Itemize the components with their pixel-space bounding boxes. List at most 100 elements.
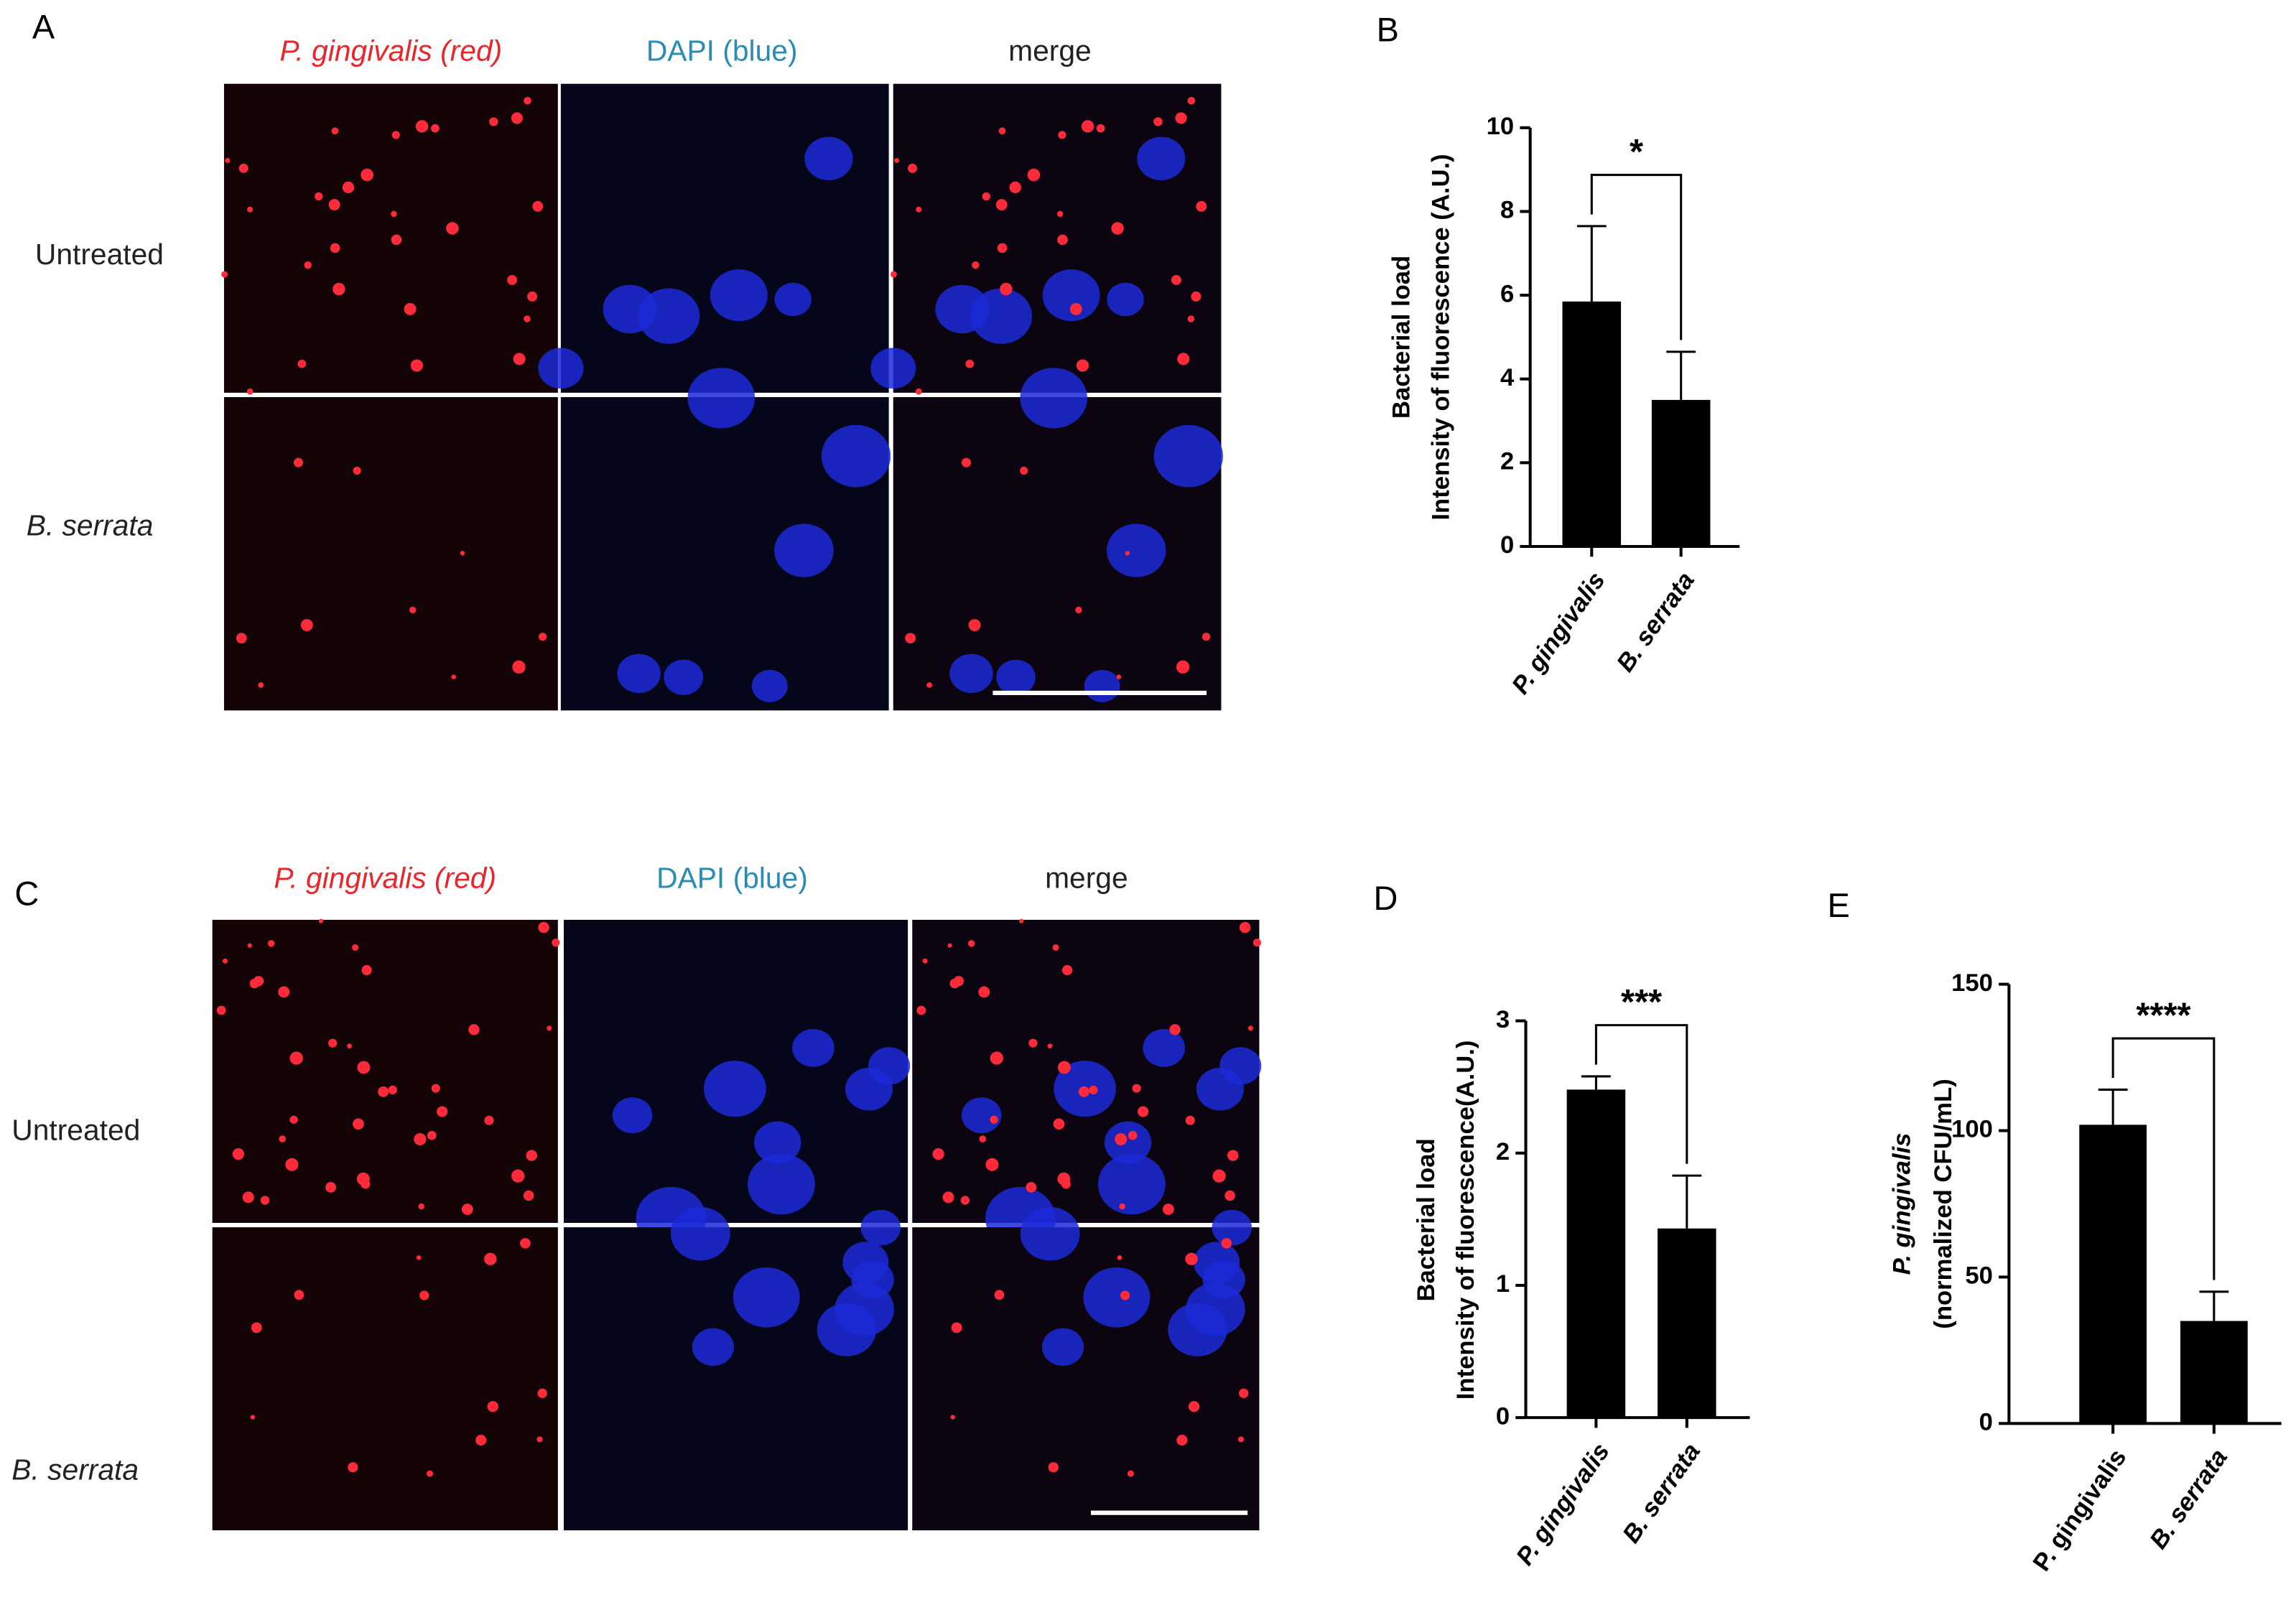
bacteria: [1132, 1084, 1141, 1093]
y-tick-label: 1: [1496, 1270, 1510, 1298]
bacteria: [1081, 120, 1094, 133]
significance-bracket: [1590, 174, 1683, 340]
bacteria: [1169, 1024, 1181, 1035]
nucleus: [748, 1153, 815, 1215]
bacteria: [1076, 359, 1089, 372]
bacteria: [1127, 1470, 1134, 1477]
bacteria: [511, 1169, 525, 1183]
bacteria: [487, 1401, 498, 1412]
nucleus: [1104, 1121, 1152, 1164]
nucleus: [1097, 1153, 1166, 1215]
nucleus: [617, 653, 661, 694]
bacteria: [1020, 466, 1028, 475]
nucleus: [1137, 136, 1186, 181]
column-header: merge: [1045, 862, 1128, 895]
bacteria: [279, 1135, 287, 1142]
bacteria: [1128, 1130, 1138, 1140]
bacteria: [410, 359, 423, 372]
bacteria: [446, 222, 459, 235]
bacteria: [1202, 633, 1211, 641]
bacteria: [1053, 1118, 1065, 1130]
micrograph: [563, 1206, 908, 1531]
bacteria: [916, 1005, 926, 1015]
nucleus: [1153, 424, 1223, 488]
row-label: B. serrata: [11, 1453, 139, 1486]
bacteria: [416, 1255, 422, 1260]
nucleus: [870, 348, 916, 389]
nucleus: [733, 1267, 800, 1328]
bacteria: [236, 633, 247, 644]
bacteria: [238, 163, 248, 173]
x-tick-label: B. serrata: [1617, 1438, 1706, 1548]
bacteria: [258, 682, 264, 688]
micrograph-bg: [223, 397, 558, 711]
bacteria: [1047, 1043, 1053, 1049]
bacteria: [1153, 117, 1163, 126]
row-label: Untreated: [11, 1113, 140, 1146]
nucleus: [1107, 282, 1144, 317]
y-tick-label: 0: [1500, 531, 1514, 559]
bacteria: [972, 261, 980, 269]
bacteria: [1239, 1388, 1249, 1398]
bacteria: [353, 1118, 364, 1130]
bacteria: [232, 1148, 244, 1160]
bacteria: [304, 261, 312, 269]
micrograph: [870, 83, 1222, 395]
bacteria: [451, 674, 457, 679]
bacteria: [251, 1322, 262, 1333]
bacteria: [315, 192, 323, 201]
nucleus: [1020, 368, 1087, 429]
bacteria: [247, 206, 254, 213]
bacteria: [1061, 964, 1073, 976]
bacteria: [950, 1415, 955, 1420]
bacteria: [536, 1436, 543, 1443]
column-header: P. gingivalis (red): [280, 34, 503, 68]
bacteria: [932, 1148, 944, 1160]
bacteria: [893, 157, 900, 164]
bacteria: [289, 1115, 298, 1124]
nucleus: [996, 659, 1036, 695]
panel-letter: A: [32, 9, 55, 46]
bar: [2180, 1321, 2248, 1424]
bacteria: [1237, 1436, 1245, 1443]
bacteria: [431, 124, 440, 133]
bacteria: [1052, 944, 1059, 951]
significance-bracket: [2111, 1037, 2216, 1280]
nucleus: [817, 1303, 877, 1356]
bacteria: [1196, 200, 1207, 212]
bacteria: [378, 1086, 389, 1097]
micrograph: [912, 1206, 1260, 1531]
bacteria: [968, 619, 981, 631]
bacteria: [246, 388, 254, 395]
nucleus: [1202, 1260, 1245, 1299]
nucleus: [792, 1028, 835, 1067]
micrograph: [563, 919, 911, 1250]
micrograph-bg: [223, 83, 558, 393]
nucleus: [1168, 1303, 1227, 1356]
y-tick-label: 2: [1496, 1138, 1510, 1165]
bacteria: [388, 1085, 397, 1095]
bacteria: [484, 1252, 497, 1265]
bacteria: [409, 606, 417, 614]
bacteria: [1116, 674, 1122, 679]
bacteria: [1009, 181, 1021, 194]
y-tick-label: 3: [1496, 1006, 1510, 1033]
bacteria: [1221, 1238, 1232, 1249]
significance-label: *: [1630, 133, 1643, 172]
bacteria: [1177, 353, 1190, 366]
bacteria: [1089, 1085, 1098, 1095]
column-header: DAPI (blue): [656, 862, 808, 895]
bacteria: [427, 1470, 434, 1477]
bacteria: [524, 315, 531, 322]
bar: [1651, 399, 1711, 546]
bacteria: [1187, 315, 1195, 322]
bacteria: [418, 1203, 425, 1210]
bacteria: [520, 1238, 531, 1249]
bacteria: [347, 1043, 353, 1049]
nucleus: [687, 368, 756, 429]
bacteria: [538, 921, 549, 934]
bacteria: [431, 1084, 440, 1093]
nucleus: [970, 288, 1033, 344]
bacteria: [1057, 234, 1068, 246]
y-axis-label: Bacterial load: [1388, 256, 1415, 419]
